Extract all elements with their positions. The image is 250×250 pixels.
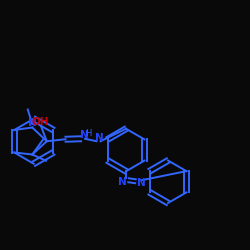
Text: N: N: [118, 177, 127, 187]
Text: N: N: [28, 118, 37, 128]
Text: N: N: [80, 130, 88, 140]
Text: OH: OH: [31, 117, 49, 127]
Text: N: N: [95, 133, 104, 143]
Text: H: H: [85, 129, 92, 138]
Text: N: N: [137, 178, 146, 188]
